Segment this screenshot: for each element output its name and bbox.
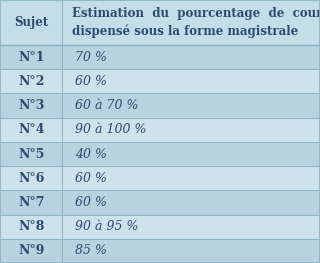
- Text: Sujet: Sujet: [14, 16, 48, 29]
- Bar: [0, 215, 320, 239]
- Text: 85 %: 85 %: [75, 244, 107, 257]
- Text: N°7: N°7: [18, 196, 44, 209]
- Bar: [0, 142, 320, 166]
- Text: 70 %: 70 %: [75, 50, 107, 64]
- Bar: [0, 93, 320, 118]
- Text: N°9: N°9: [18, 244, 44, 257]
- Bar: [0, 239, 320, 263]
- Text: N°8: N°8: [18, 220, 44, 233]
- Text: 60 %: 60 %: [75, 75, 107, 88]
- Text: N°1: N°1: [18, 50, 44, 64]
- Text: Estimation  du  pourcentage  de  cours
dispensé sous la forme magistrale: Estimation du pourcentage de cours dispe…: [72, 7, 320, 38]
- Text: N°3: N°3: [18, 99, 44, 112]
- Text: 60 %: 60 %: [75, 172, 107, 185]
- Text: N°2: N°2: [18, 75, 44, 88]
- Text: 40 %: 40 %: [75, 148, 107, 160]
- Text: N°5: N°5: [18, 148, 44, 160]
- Text: 60 à 70 %: 60 à 70 %: [75, 99, 139, 112]
- Text: 90 à 100 %: 90 à 100 %: [75, 123, 147, 136]
- Text: N°6: N°6: [18, 172, 44, 185]
- Bar: [0, 0, 320, 45]
- Bar: [0, 166, 320, 190]
- Text: 60 %: 60 %: [75, 196, 107, 209]
- Bar: [0, 190, 320, 215]
- Bar: [0, 69, 320, 93]
- Text: N°4: N°4: [18, 123, 44, 136]
- Bar: [0, 45, 320, 69]
- Bar: [0, 118, 320, 142]
- Text: 90 à 95 %: 90 à 95 %: [75, 220, 139, 233]
